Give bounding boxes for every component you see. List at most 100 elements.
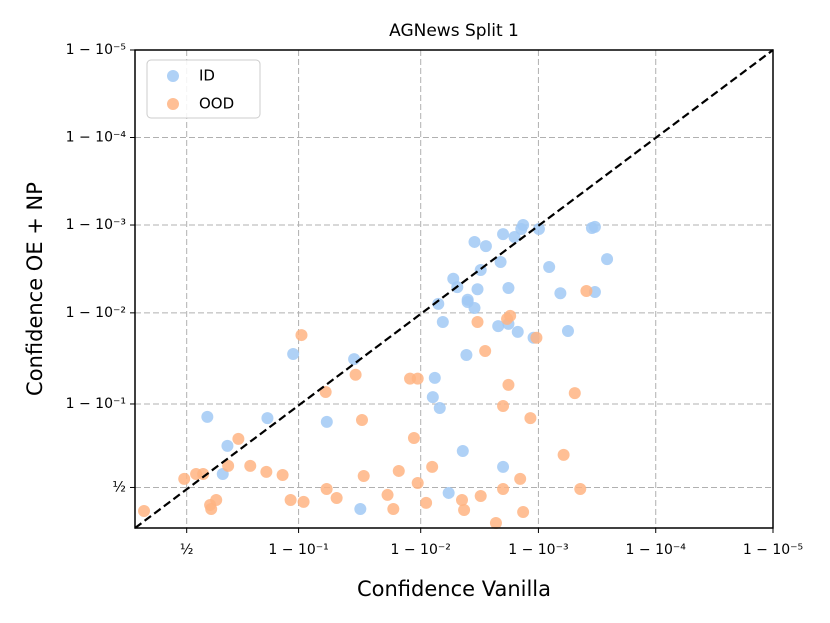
point [468, 235, 481, 248]
point [524, 412, 537, 425]
point [517, 219, 530, 232]
point [295, 329, 308, 342]
point [197, 467, 210, 480]
y-tick-label: 1 − 10⁻⁴ [66, 129, 127, 145]
point [554, 287, 567, 300]
point [355, 414, 368, 427]
point [436, 316, 449, 329]
point [387, 502, 400, 515]
point [442, 486, 455, 499]
x-tick-label: 1 − 10⁻² [391, 542, 451, 558]
legend-label: ID [199, 67, 215, 85]
point [468, 301, 481, 314]
point [320, 415, 333, 428]
point [201, 410, 214, 423]
point [205, 502, 218, 515]
point [460, 348, 473, 361]
point [502, 281, 515, 294]
legend-marker [167, 70, 179, 82]
point [514, 472, 527, 485]
point [474, 490, 487, 503]
x-axis-label: Confidence Vanilla [357, 577, 551, 601]
point [517, 505, 530, 518]
point [210, 494, 223, 507]
y-tick-label: ½ [112, 479, 126, 495]
point [433, 402, 446, 415]
point [580, 284, 593, 297]
point [260, 465, 273, 478]
point [420, 496, 433, 509]
point [588, 220, 601, 233]
point [561, 324, 574, 337]
point [532, 222, 545, 235]
point [511, 325, 524, 338]
y-tick-label: 1 − 10⁻⁵ [66, 42, 126, 58]
point [357, 469, 370, 482]
point [354, 502, 367, 515]
plot-frame [134, 49, 774, 529]
point [458, 503, 471, 516]
point [319, 386, 332, 399]
point [530, 331, 543, 344]
point [426, 391, 439, 404]
point [244, 459, 257, 472]
point [330, 492, 343, 505]
point [222, 459, 235, 472]
point [411, 372, 424, 385]
point [320, 482, 333, 495]
point [497, 228, 510, 241]
point [407, 432, 420, 445]
point [456, 445, 469, 458]
legend-marker [167, 98, 179, 110]
point [557, 448, 570, 461]
x-tick-label: 1 − 10⁻³ [508, 542, 568, 558]
point [297, 495, 310, 508]
point [138, 504, 151, 517]
point [508, 230, 521, 243]
point [232, 432, 245, 445]
y-tick-label: 1 − 10⁻³ [66, 217, 126, 233]
point [497, 482, 510, 495]
point [432, 297, 445, 310]
point [601, 253, 614, 266]
point [381, 488, 394, 501]
point [497, 400, 510, 413]
point [489, 516, 502, 529]
point [471, 283, 484, 296]
point [497, 460, 510, 473]
point [543, 260, 556, 273]
point [479, 240, 492, 253]
chart-title: AGNews Split 1 [389, 21, 519, 41]
legend-label: OOD [199, 95, 234, 113]
point [502, 378, 515, 391]
point [221, 439, 234, 452]
point [287, 348, 300, 361]
point [349, 368, 362, 381]
diagonal [134, 49, 774, 529]
x-tick-label: 1 − 10⁻¹ [268, 542, 328, 558]
point [348, 353, 361, 366]
point [276, 469, 289, 482]
y-axis-label: Confidence OE + NP [23, 182, 47, 396]
point [574, 482, 587, 495]
point [492, 320, 505, 333]
point [428, 371, 441, 384]
point [479, 344, 492, 357]
point [494, 255, 507, 268]
x-tick-label: 1 − 10⁻⁵ [743, 542, 803, 558]
point [455, 494, 468, 507]
point [178, 472, 191, 485]
point [471, 316, 484, 329]
point [411, 477, 424, 490]
x-tick-label: ½ [180, 542, 194, 558]
point [261, 412, 274, 425]
point [504, 309, 517, 322]
point [392, 464, 405, 477]
y-tick-label: 1 − 10⁻² [66, 305, 126, 321]
point [426, 460, 439, 473]
point [284, 494, 297, 507]
y-tick-label: 1 − 10⁻¹ [66, 396, 126, 412]
point [568, 387, 581, 400]
x-tick-label: 1 − 10⁻⁴ [626, 542, 687, 558]
